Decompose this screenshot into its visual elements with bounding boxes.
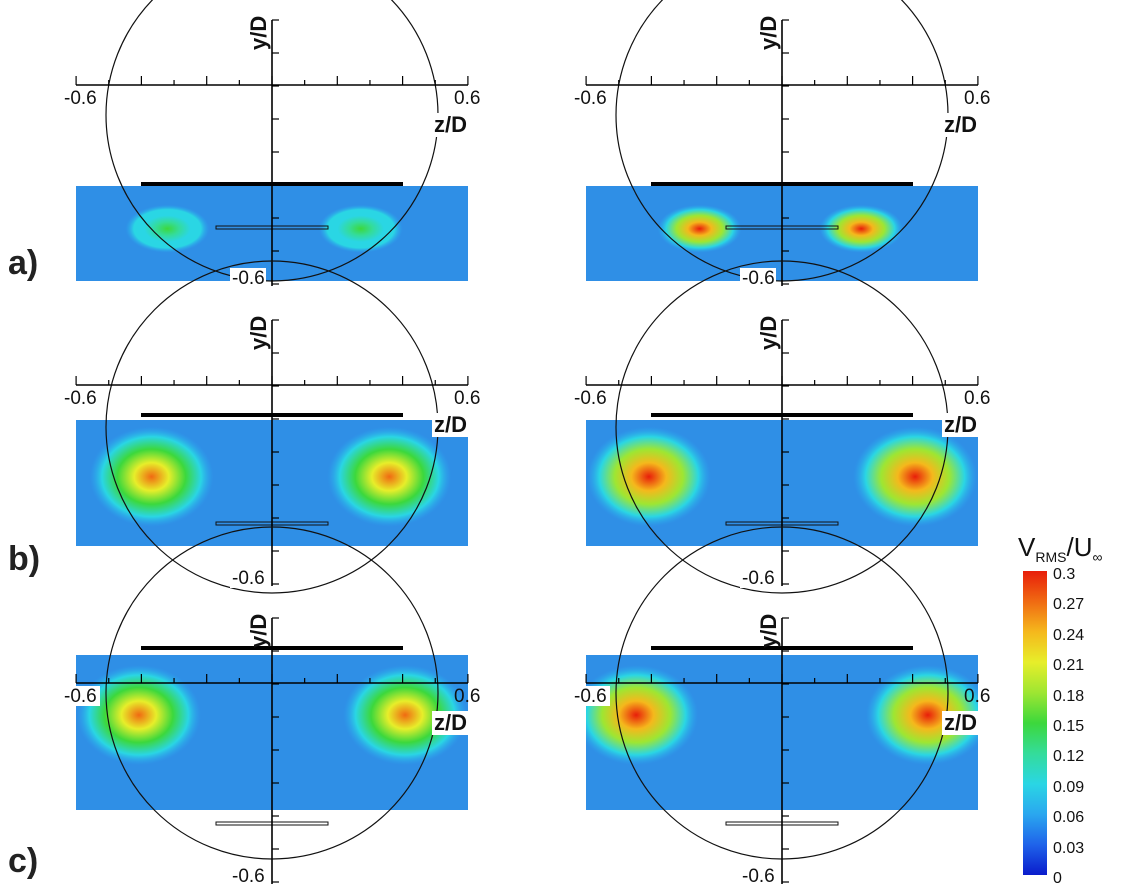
label-backdrop [230,568,266,588]
y-axis-label: y/D [756,614,781,648]
field-spots [657,204,904,253]
hot-spot [657,204,742,253]
label-backdrop [942,413,986,437]
colorbar-title: VRMS/U∞ [1018,532,1103,566]
hot-spot [318,204,403,253]
colorbar-tick-label: 0.21 [1053,657,1085,675]
x-tick-min-label: -0.6 [64,686,97,707]
field-spots [125,204,403,253]
y-tick-min-label: -0.6 [742,568,775,589]
hot-spot [89,426,214,527]
row-label-c: c) [8,842,39,880]
x-axis-label: z/D [944,412,977,437]
colorbar-tick-label: 0.15 [1053,718,1085,735]
y-axis-label: y/D [246,316,271,350]
x-axis-label: z/D [434,412,467,437]
hot-spot [76,665,201,765]
x-tick-min-label: -0.6 [574,686,607,707]
panel-a-right: -0.6 0.6 z/D y/D -0.6 [574,0,990,289]
hot-spot [853,426,978,527]
y-axis-label: y/D [756,316,781,350]
hot-spot [125,204,210,253]
x-tick-max-label: 0.6 [964,388,990,409]
label-backdrop [942,113,986,137]
label-backdrop [432,711,476,735]
hot-spot [865,665,978,765]
label-backdrop [230,268,266,288]
row-label-a: a) [8,244,39,282]
x-axis-label: z/D [434,710,467,735]
field-spots [586,665,978,765]
colorbar-tick-label: 0.03 [1053,839,1085,857]
x-tick-max-label: 0.6 [454,88,480,109]
colorbar-tick-label: 0.18 [1053,687,1085,705]
label-backdrop [574,388,610,408]
x-tick-min-label: -0.6 [574,388,607,409]
label-backdrop [64,388,100,408]
label-backdrop [64,686,100,706]
x-tick-max-label: 0.6 [454,388,480,409]
label-backdrop [942,711,986,735]
label-backdrop [574,686,610,706]
colorbar-tick-label: 0.27 [1053,596,1085,614]
x-tick-max-label: 0.6 [454,686,480,707]
row-label-b: b) [8,540,41,578]
y-axis-label: y/D [246,16,271,50]
y-axis-label: y/D [756,16,781,50]
y-tick-min-label: -0.6 [742,866,775,887]
y-tick-min-label: -0.6 [232,568,265,589]
x-axis-label: z/D [944,710,977,735]
colorbar-tick-label: 0.06 [1053,809,1085,827]
y-tick-min-label: -0.6 [232,268,265,289]
x-tick-max-label: 0.6 [964,686,990,707]
hot-spot [586,426,711,527]
y-axis-label: y/D [246,614,271,648]
x-tick-min-label: -0.6 [64,88,97,109]
hot-spot [819,204,904,253]
x-axis-label: z/D [944,112,977,137]
colorbar-tick-label: 0.09 [1053,778,1085,796]
label-backdrop [740,568,776,588]
label-backdrop [432,113,476,137]
colorbar-tick-label: 0.24 [1053,626,1085,644]
panel-a-left: -0.6 0.6 z/D y/D -0.6 [64,0,480,289]
y-tick-min-label: -0.6 [742,268,775,289]
label-backdrop [64,88,100,108]
panel-c-left: -0.6 0.6 z/D y/D -0.6 [64,526,480,887]
colorbar-tick-label: 0 [1053,870,1062,887]
x-tick-min-label: -0.6 [64,388,97,409]
hot-spot [343,665,468,765]
panel-c-right: -0.6 0.6 z/D y/D -0.6 [574,526,990,887]
y-tick-min-label: -0.6 [232,866,265,887]
field-spots [76,665,468,765]
panel-b-right: -0.6 0.6 z/D y/D -0.6 [574,260,990,594]
panel-b-left: -0.6 0.6 z/D y/D -0.6 [64,260,480,594]
hot-spot [327,426,452,527]
label-backdrop [230,866,266,886]
label-backdrop [432,413,476,437]
x-axis-label: z/D [434,112,467,137]
colorbar-tick-label: 0.12 [1053,748,1085,766]
label-backdrop [740,866,776,886]
x-tick-min-label: -0.6 [574,88,607,109]
label-backdrop [574,88,610,108]
x-tick-max-label: 0.6 [964,88,990,109]
label-backdrop [740,268,776,288]
colorbar-tick-label: 0.3 [1053,566,1076,583]
hot-spot [586,665,699,765]
colorbar-gradient [1023,571,1047,875]
